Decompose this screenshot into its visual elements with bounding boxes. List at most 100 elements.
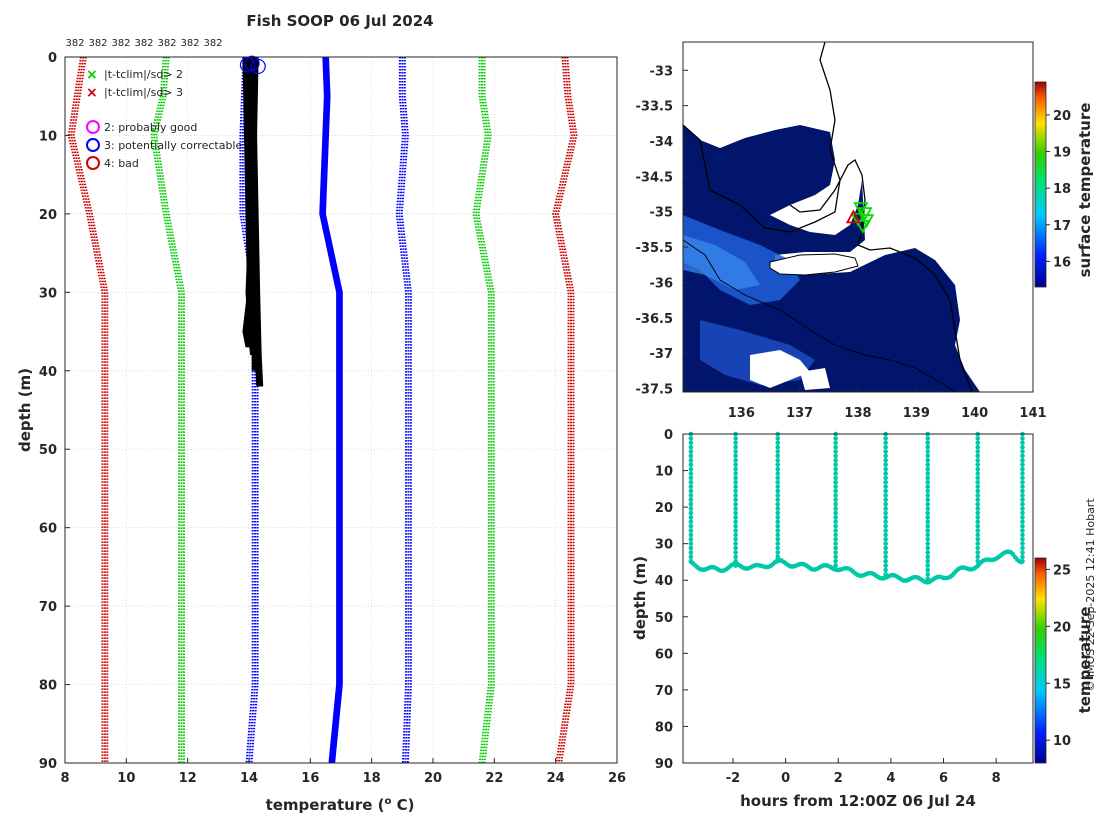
cast-point [833,462,838,468]
cast-point [775,440,781,446]
cast-point [775,475,781,481]
profile-count-label: 382 [180,38,199,49]
cast-point [833,436,838,441]
cast-point [833,479,838,485]
cast-point [733,563,738,568]
cast-point [925,506,931,511]
cast-point [833,471,838,476]
cast-point [688,501,694,507]
sd-line--3sd [67,56,104,763]
timeseries-axes-box [682,433,1034,764]
cast-point [883,436,888,441]
cast-point [688,541,694,546]
cast-point [975,466,981,472]
cast-point [925,488,931,494]
cast-point [975,510,981,516]
cast-point [733,532,738,538]
profile-y-tick-label: 60 [39,522,57,537]
cast-point [733,545,738,551]
sd-line-+2sd [472,57,490,764]
legend-o-red: 4: bad [104,157,139,170]
profile-y-tick-label: 10 [39,129,57,144]
cast-point [1020,541,1025,546]
timeseries-x-tick-label: 6 [939,771,948,786]
cast-point [833,515,838,520]
cast-point [833,541,838,546]
cast-point [883,453,888,459]
cast-point [775,453,781,459]
cast-point [925,576,931,582]
cast-point [688,519,694,525]
cast-point [1020,453,1025,459]
timeseries-x-label: hours from 12:00Z 06 Jul 24 [740,792,976,810]
cast-point [733,466,738,472]
cast-point [775,519,781,525]
cast-point [975,493,981,498]
cast-point [883,497,888,503]
cast-point [733,453,738,459]
map-panel: 136 137 138 139 140 141 -33-33.5-34-34.5-35-3… [636,41,1094,421]
cast-point [733,536,738,542]
timeseries-colorbar [1034,557,1047,764]
cast-point [975,484,981,489]
cast-point [1020,558,1025,564]
cast-point [733,458,738,463]
map-colorbar-ticks: 16 17 18 19 20 [1046,109,1071,270]
cast-point [975,497,981,503]
cast-point [688,536,694,542]
cast-point [733,506,738,511]
profile-lines [67,55,578,764]
magenta-circle-icon [86,120,100,134]
cast-point [733,462,738,468]
cast-point [833,493,838,498]
profile-axes-box [64,56,618,764]
cast-point [883,572,888,577]
cast-point [775,541,781,546]
cast-point [925,444,931,450]
map-y-tick-label: -36.5 [636,312,673,327]
cast-point [1020,466,1025,472]
cast-point [1020,501,1025,507]
temperature-profile-line [243,56,250,348]
cast-point [925,558,931,564]
timeseries-y-tick-label: 40 [655,574,673,589]
cast-point [1020,497,1025,503]
cast-point [883,479,888,485]
cast-point [775,479,781,485]
map-y-tick-label: -33 [650,64,674,79]
cast-point [688,550,694,555]
profile-x-tick-label: 10 [117,771,135,786]
cast-point [975,453,981,459]
map-y-tick-label: -37.5 [636,382,673,397]
cast-point [925,550,931,555]
cast-point [833,523,838,529]
profile-count-label: 382 [134,38,153,49]
profile-x-tick-label: 14 [240,771,258,786]
cast-point [775,436,781,441]
legend-o-magenta: 2: probably good [104,121,197,134]
map-x-tick-label: 138 [844,406,871,421]
cast-point [733,519,738,525]
cast-point [833,484,838,489]
sd-line--2sd [150,56,181,763]
profile-y-tick-label: 30 [39,286,57,301]
cast-point [1020,532,1025,538]
profile-count-label: 382 [157,38,176,49]
map-data-gap [750,350,810,388]
map-coastline-gulf [789,159,973,392]
timeseries-marks [688,431,1025,585]
cast-point [1020,475,1025,481]
cast-point [775,458,781,463]
cast-point [775,488,781,494]
cast-point [883,488,888,494]
sd-line-+1sd [400,57,412,764]
cast-point [883,523,888,529]
cast-point [688,471,694,476]
temperature-profile-line [246,56,253,348]
cast-point [925,545,931,551]
profile-y-tick-label: 70 [39,600,57,615]
cast-point [833,554,838,560]
cast-point [883,567,888,573]
timeseries-x-tick-label: 0 [781,771,790,786]
cast-point [975,506,981,511]
